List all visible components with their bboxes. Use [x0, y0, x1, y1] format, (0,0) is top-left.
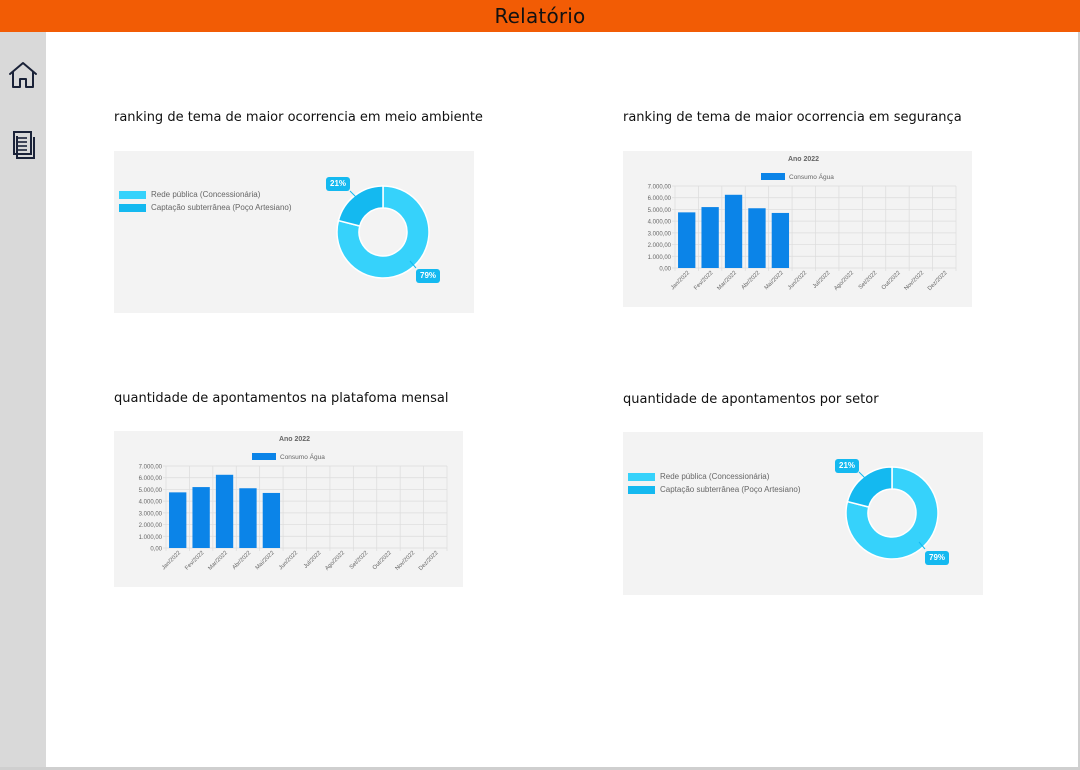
legend-item: Rede pública (Concessionária) — [628, 472, 801, 481]
sidebar — [0, 32, 46, 770]
x-tick-label: Ago/2022 — [833, 270, 855, 292]
chart-title: Ano 2022 — [788, 156, 819, 163]
legend-item: Captação subterrânea (Poço Artesiano) — [628, 485, 801, 494]
x-tick-label: Out/2022 — [372, 550, 393, 571]
legend-swatch — [252, 453, 276, 460]
bar — [169, 492, 187, 548]
sidebar-item-report[interactable] — [6, 128, 40, 162]
data-label-main: 79% — [416, 269, 441, 283]
sidebar-item-home[interactable] — [6, 58, 40, 92]
home-icon — [9, 62, 37, 88]
legend-swatch — [119, 190, 146, 199]
x-tick-label: Mai/2022 — [255, 550, 276, 571]
chart-title: Ano 2022 — [279, 436, 310, 443]
chart-legend: Rede pública (Concessionária) Captação s… — [119, 190, 292, 212]
x-tick-label: Set/2022 — [349, 550, 370, 571]
legend-item: Captação subterrânea (Poço Artesiano) — [119, 203, 292, 212]
label-leader-line — [349, 190, 359, 200]
y-tick-label: 6.000,00 — [139, 476, 163, 482]
x-tick-label: Dez/2022 — [927, 270, 949, 292]
donut-slice — [845, 466, 939, 560]
legend-swatch — [628, 472, 655, 481]
x-tick-label: Mai/2022 — [764, 270, 785, 291]
bar — [192, 487, 210, 548]
x-tick-label: Abr/2022 — [231, 550, 252, 571]
legend-swatch — [761, 173, 785, 180]
donut-slice — [336, 185, 430, 279]
bar — [771, 212, 790, 268]
top-bar: Relatório — [0, 0, 1080, 32]
label-leader-line — [858, 471, 868, 481]
data-label-main: 79% — [925, 551, 950, 565]
y-tick-label: 0,00 — [659, 267, 671, 273]
x-tick-label: Nov/2022 — [394, 550, 416, 572]
data-label-minor: 21% — [835, 459, 860, 473]
chart-plataforma: Ano 2022 Consumo Água 0,00 1.000,00 2.000,00… — [114, 431, 463, 587]
x-tick-label: Fev/2022 — [184, 550, 205, 571]
section-title-seguranca: ranking de tema de maior ocorrencia em s… — [623, 110, 962, 125]
x-tick-label: Jun/2022 — [787, 270, 808, 291]
y-tick-label: 2.000,00 — [648, 243, 672, 249]
chart-legend: Rede pública (Concessionária) Captação s… — [628, 472, 801, 494]
chart-meio-ambiente: Rede pública (Concessionária) Captação s… — [114, 151, 474, 313]
legend-label: Rede pública (Concessionária) — [151, 190, 261, 199]
bar — [215, 474, 234, 548]
x-tick-label: Jun/2022 — [278, 550, 299, 571]
data-label-minor: 21% — [326, 177, 351, 191]
page-title: Relatório — [494, 4, 586, 28]
bar — [724, 194, 743, 268]
legend-label: Captação subterrânea (Poço Artesiano) — [151, 203, 292, 212]
donut-slice — [846, 466, 893, 508]
y-tick-label: 5.000,00 — [648, 208, 672, 214]
document-icon — [13, 131, 35, 159]
frame-border-right — [1078, 32, 1080, 770]
x-tick-label: Mar/2022 — [716, 270, 738, 292]
bar — [748, 208, 766, 268]
chart-seguranca: Ano 2022 Consumo Água 0,00 1.000,00 2.000,00… — [623, 151, 972, 307]
x-tick-label: Jul/2022 — [303, 550, 323, 570]
x-tick-label: Jan/2022 — [670, 270, 691, 291]
x-tick-label: Jan/2022 — [161, 550, 182, 571]
chart-setor: Rede pública (Concessionária) Captação s… — [623, 432, 983, 595]
legend-label: Captação subterrânea (Poço Artesiano) — [660, 485, 801, 494]
x-tick-label: Mar/2022 — [207, 550, 229, 572]
y-tick-label: 1.000,00 — [648, 255, 672, 261]
y-tick-label: 3.000,00 — [648, 231, 672, 237]
legend-label: Rede pública (Concessionária) — [660, 472, 770, 481]
x-tick-label: Fev/2022 — [693, 270, 714, 291]
y-tick-label: 1.000,00 — [139, 535, 163, 541]
y-tick-label: 7.000,00 — [648, 185, 672, 191]
x-tick-label: Nov/2022 — [903, 270, 925, 292]
legend-swatch — [628, 485, 655, 494]
y-tick-label: 2.000,00 — [139, 523, 163, 529]
x-tick-label: Dez/2022 — [418, 550, 440, 572]
y-tick-label: 6.000,00 — [648, 196, 672, 202]
x-tick-label: Jul/2022 — [812, 270, 832, 290]
bar — [678, 212, 696, 268]
legend-swatch — [119, 203, 146, 212]
bar — [262, 492, 281, 548]
donut-slice — [337, 185, 384, 227]
y-tick-label: 4.000,00 — [139, 500, 163, 506]
x-tick-label: Abr/2022 — [740, 270, 761, 291]
section-title-meio-ambiente: ranking de tema de maior ocorrencia em m… — [114, 110, 483, 125]
label-leader-line — [918, 541, 926, 550]
y-tick-label: 3.000,00 — [139, 511, 163, 517]
legend-label: Consumo Água — [789, 172, 834, 181]
legend-label: Consumo Água — [280, 452, 325, 461]
bar — [701, 207, 719, 268]
y-tick-label: 7.000,00 — [139, 465, 163, 471]
x-tick-label: Ago/2022 — [324, 550, 346, 572]
y-tick-label: 4.000,00 — [648, 220, 672, 226]
x-tick-label: Set/2022 — [858, 270, 879, 291]
section-title-setor: quantidade de apontamentos por setor — [623, 392, 879, 407]
x-tick-label: Out/2022 — [881, 270, 902, 291]
y-tick-label: 5.000,00 — [139, 488, 163, 494]
legend-item: Rede pública (Concessionária) — [119, 190, 292, 199]
section-title-plataforma: quantidade de apontamentos na platafoma … — [114, 391, 449, 406]
frame-border-bottom — [0, 767, 1080, 770]
y-tick-label: 0,00 — [150, 547, 162, 553]
label-leader-line — [409, 260, 417, 269]
bar — [239, 488, 257, 548]
